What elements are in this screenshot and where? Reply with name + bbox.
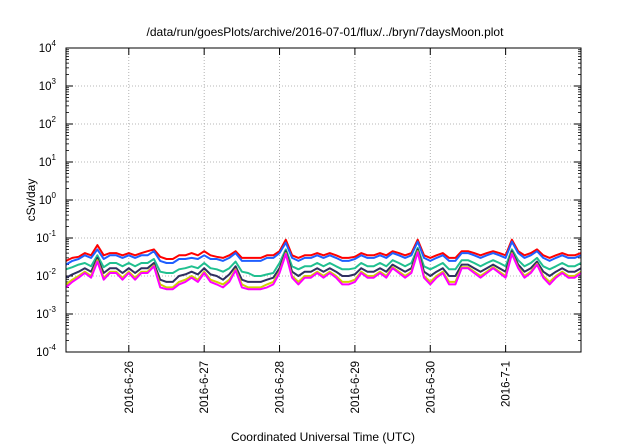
series-line-2 <box>65 240 582 266</box>
y-tick-base: 10 <box>39 81 52 93</box>
x-tick-label: 2016-6-28 <box>275 361 287 413</box>
chart-title: /data/run/goesPlots/archive/2016-07-01/f… <box>147 25 505 39</box>
x-tick-label: 2016-6-29 <box>350 361 362 413</box>
y-tick-base: 10 <box>39 119 52 131</box>
y-tick-base: 10 <box>36 347 49 359</box>
series-line-3 <box>65 246 582 277</box>
y-tick-exponent: -2 <box>49 267 57 276</box>
y-tick-marks <box>66 47 581 353</box>
gridlines <box>66 47 581 353</box>
y-tick-base: 10 <box>36 233 49 245</box>
x-tick-label: 2016-6-26 <box>124 361 136 413</box>
series-line-1 <box>65 238 582 262</box>
y-tick-base: 10 <box>39 43 52 55</box>
series-lines <box>65 238 582 291</box>
y-tick-label: 100 <box>39 191 57 207</box>
y-tick-exponent: -1 <box>49 229 57 238</box>
y-tick-exponent: -4 <box>49 343 57 352</box>
y-tick-label: 102 <box>39 115 57 131</box>
y-tick-exponent: 3 <box>52 77 57 86</box>
x-axis-label: Coordinated Universal Time (UTC) <box>231 430 415 444</box>
y-tick-exponent: 0 <box>52 191 57 200</box>
y-tick-base: 10 <box>39 195 52 207</box>
y-tick-exponent: 2 <box>52 115 57 124</box>
plot-frame <box>65 47 582 353</box>
x-tick-label: 2016-7-1 <box>501 361 513 407</box>
y-tick-label: 104 <box>39 39 57 55</box>
y-axis-label: cSv/day <box>24 179 38 222</box>
y-tick-label: 10-4 <box>36 343 56 359</box>
y-tick-label: 10-2 <box>36 267 56 283</box>
y-tick-exponent: -3 <box>49 305 57 314</box>
series-line-6 <box>65 251 582 291</box>
y-tick-exponent: 1 <box>52 153 57 162</box>
x-tick-labels: 2016-6-26 2016-6-27 2016-6-28 2016-6-29 2016… <box>124 361 513 413</box>
x-tick-marks <box>128 48 507 352</box>
series-line-4 <box>65 248 582 283</box>
y-tick-exponent: 4 <box>52 39 57 48</box>
y-tick-label: 10-1 <box>36 229 56 245</box>
y-tick-label: 101 <box>39 153 57 169</box>
y-tick-base: 10 <box>36 309 49 321</box>
x-tick-label: 2016-6-30 <box>425 361 437 413</box>
x-tick-label: 2016-6-27 <box>199 361 211 413</box>
y-tick-label: 103 <box>39 77 57 93</box>
y-tick-base: 10 <box>39 157 52 169</box>
y-tick-base: 10 <box>36 271 49 283</box>
y-tick-label: 10-3 <box>36 305 56 321</box>
